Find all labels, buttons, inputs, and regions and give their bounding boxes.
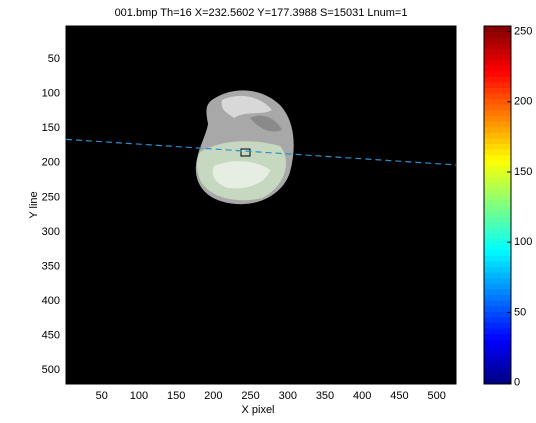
colorbar-band	[484, 121, 511, 127]
colorbar-band	[484, 194, 511, 200]
colorbar-band	[484, 71, 511, 77]
colorbar-band	[484, 233, 511, 239]
colorbar-band	[484, 171, 511, 177]
colorbar-band	[484, 177, 511, 183]
y-tick-label: 400	[42, 295, 60, 307]
colorbar-band	[484, 82, 511, 88]
colorbar-band	[484, 267, 511, 273]
colorbar-band	[484, 76, 511, 82]
y-tick-label: 300	[42, 226, 60, 238]
colorbar-band	[484, 244, 511, 250]
x-tick-label: 250	[241, 390, 259, 402]
colorbar-band	[484, 93, 511, 99]
colorbar-band	[484, 60, 511, 66]
colorbar-tick-label: 50	[514, 306, 526, 318]
y-tick-label: 500	[42, 364, 60, 376]
colorbar-band	[484, 250, 511, 256]
x-tick-label: 500	[427, 390, 445, 402]
colorbar-band	[484, 272, 511, 278]
figure: 001.bmp Th=16 X=232.5602 Y=177.3988 S=15…	[0, 0, 536, 418]
colorbar-band	[484, 367, 511, 373]
colorbar-tick-label: 250	[514, 26, 532, 38]
x-tick-label: 400	[353, 390, 371, 402]
y-tick-label: 150	[42, 122, 60, 134]
x-tick-label: 350	[316, 390, 334, 402]
colorbar-band	[484, 328, 511, 334]
colorbar-band	[484, 255, 511, 261]
colorbar-band	[484, 278, 511, 284]
colorbar-band	[484, 306, 511, 312]
colorbar-band	[484, 110, 511, 116]
colorbar-band	[484, 350, 511, 356]
colorbar-band	[484, 345, 511, 351]
colorbar-band	[484, 339, 511, 345]
colorbar-band	[484, 32, 511, 38]
colorbar-band	[484, 54, 511, 60]
colorbar-band	[484, 65, 511, 71]
colorbar-band	[484, 239, 511, 245]
x-axis-label: X pixel	[241, 404, 274, 416]
colorbar-band	[484, 311, 511, 317]
colorbar-band	[484, 37, 511, 43]
colorbar-band	[484, 183, 511, 189]
x-tick-label: 100	[130, 390, 148, 402]
colorbar-band	[484, 283, 511, 289]
colorbar-band	[484, 155, 511, 161]
y-tick-label: 100	[42, 88, 60, 100]
image-area	[66, 26, 456, 384]
colorbar-band	[484, 362, 511, 368]
colorbar-band	[484, 104, 511, 110]
colorbar-band	[484, 160, 511, 166]
x-tick-label: 450	[390, 390, 408, 402]
colorbar-band	[484, 295, 511, 301]
y-tick-label: 250	[42, 191, 60, 203]
colorbar-band	[484, 138, 511, 144]
colorbar-band	[484, 261, 511, 267]
colorbar-tick-label: 0	[514, 377, 520, 389]
y-tick-label: 50	[48, 53, 60, 65]
colorbar-tick-label: 150	[514, 166, 532, 178]
colorbar-band	[484, 88, 511, 94]
colorbar-band	[484, 116, 511, 122]
y-tick-label: 350	[42, 260, 60, 272]
colorbar-band	[484, 222, 511, 228]
colorbar-band	[484, 26, 511, 32]
colorbar-band	[484, 188, 511, 194]
y-tick-label: 200	[42, 157, 60, 169]
colorbar-band	[484, 356, 511, 362]
colorbar-band	[484, 149, 511, 155]
colorbar-band	[484, 99, 511, 105]
colorbar-tick-label: 200	[514, 96, 532, 108]
colorbar-band	[484, 127, 511, 133]
x-tick-label: 300	[279, 390, 297, 402]
y-axis-label: Y line	[28, 191, 40, 218]
colorbar-band	[484, 48, 511, 54]
colorbar-band	[484, 334, 511, 340]
colorbar-band	[484, 211, 511, 217]
colorbar-tick-label: 100	[514, 236, 532, 248]
colorbar-band	[484, 227, 511, 233]
colorbar-band	[484, 166, 511, 172]
colorbar-band	[484, 289, 511, 295]
colorbar-band	[484, 322, 511, 328]
x-tick-label: 50	[96, 390, 108, 402]
colorbar-band	[484, 205, 511, 211]
y-tick-label: 450	[42, 330, 60, 342]
colorbar-band	[484, 199, 511, 205]
object-blob	[196, 90, 294, 204]
x-tick-label: 200	[204, 390, 222, 402]
colorbar-band	[484, 317, 511, 323]
chart-title: 001.bmp Th=16 X=232.5602 Y=177.3988 S=15…	[115, 7, 408, 19]
colorbar-band	[484, 143, 511, 149]
colorbar-band	[484, 43, 511, 49]
colorbar-band	[484, 132, 511, 138]
x-tick-label: 150	[167, 390, 185, 402]
colorbar-band	[484, 373, 511, 379]
colorbar-band	[484, 216, 511, 222]
colorbar-band	[484, 300, 511, 306]
